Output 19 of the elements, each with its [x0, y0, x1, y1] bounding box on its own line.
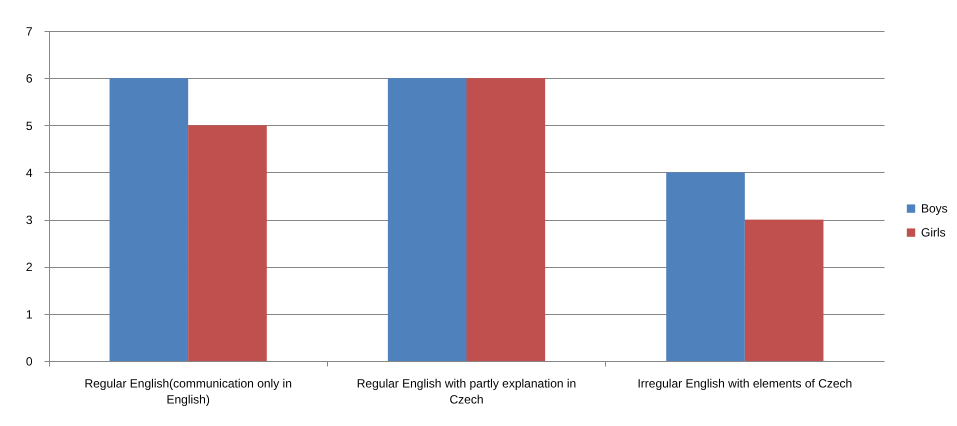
bar: [466, 78, 546, 361]
y-tick-label: 5: [26, 118, 33, 133]
bar: [744, 220, 824, 361]
x-tick-label: Regular English(communication only in English): [84, 376, 292, 406]
x-tick-label: Irregular English with elements of Czech: [637, 376, 852, 390]
bar: [110, 78, 188, 361]
y-tick-label: 7: [26, 24, 33, 38]
legend-label: Boys: [921, 202, 948, 216]
bar: [666, 172, 745, 361]
y-tick-label: 2: [26, 260, 33, 274]
x-tick-label: Regular English with partly explanation in Czech: [356, 376, 576, 406]
legend-label: Girls: [921, 226, 946, 240]
bar: [188, 125, 267, 361]
y-tick-label: 1: [26, 307, 33, 322]
bar: [388, 78, 466, 361]
y-tick-label: 6: [26, 72, 33, 86]
y-tick-label: 4: [26, 166, 33, 180]
y-tick-label: 0: [26, 354, 33, 368]
y-tick-label: 3: [26, 213, 33, 228]
